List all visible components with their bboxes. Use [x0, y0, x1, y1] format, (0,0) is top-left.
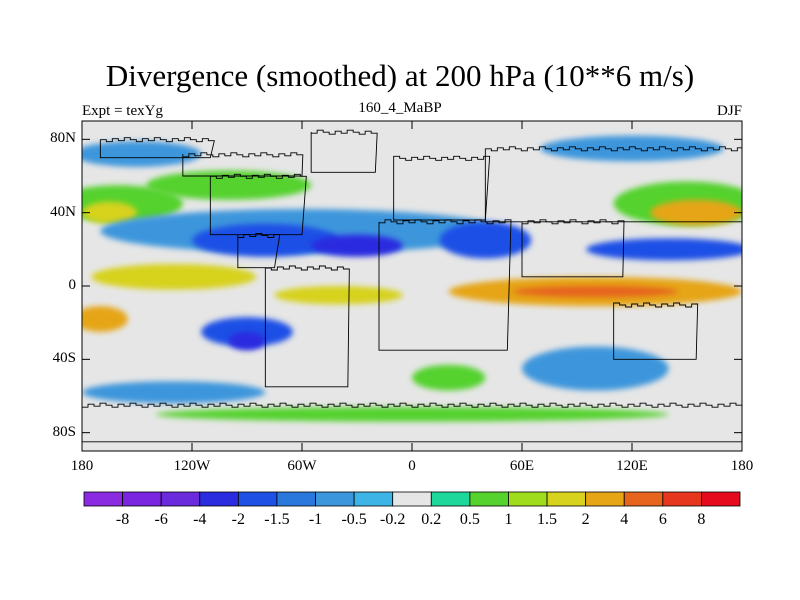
coastline-1 — [182, 152, 304, 177]
coastline-11 — [82, 402, 742, 443]
colorbar-box-10 — [469, 491, 509, 507]
x-tick-label-1: 120W — [173, 458, 211, 474]
y-tick-label-0: 80N — [50, 130, 76, 147]
x-tick-label-5: 120E — [616, 458, 648, 474]
colorbar-label-14: 6 — [658, 511, 667, 528]
colorbar-box-0 — [83, 491, 123, 507]
x-tick-label-4: 60E — [509, 458, 535, 474]
x-tick-label-3: 0 — [408, 458, 416, 474]
colorbar-box-5 — [276, 491, 316, 507]
y-tick-label-4: 80S — [52, 423, 76, 440]
colorbar-box-11 — [508, 491, 548, 507]
colorbar-label-6: -0.5 — [341, 511, 367, 528]
colorbar-box-13 — [585, 491, 625, 507]
divergence-contour-15 — [274, 286, 403, 305]
colorbar-label-15: 8 — [697, 511, 706, 528]
y-tick-label-1: 40N — [50, 203, 76, 220]
coastline-10 — [613, 302, 699, 360]
divergence-contour-12 — [91, 264, 257, 290]
divergence-contour-6 — [650, 199, 742, 226]
divergence-contour-20 — [412, 364, 486, 391]
coastline-8 — [484, 146, 742, 223]
divergence-contour-3 — [82, 201, 137, 224]
subtitle-center: 160_4_MaBP — [358, 100, 442, 116]
x-tick-label-2: 60W — [287, 458, 317, 474]
colorbar-label-7: -0.2 — [380, 511, 406, 528]
colorbar-label-9: 0.5 — [459, 511, 480, 528]
colorbar-label-8: 0.2 — [421, 511, 442, 528]
x-tick-label-0: 180 — [70, 458, 94, 474]
divergence-contour-8 — [192, 223, 339, 257]
colorbar-label-10: 1 — [504, 511, 513, 528]
colorbar-label-11: 1.5 — [537, 511, 558, 528]
colorbar-label-5: -1 — [308, 511, 323, 528]
coastline-2 — [209, 173, 307, 236]
divergence-field — [82, 129, 742, 443]
divergence-contour-16 — [82, 306, 128, 332]
coastline-9 — [521, 219, 625, 278]
divergence-contour-21 — [82, 381, 266, 404]
colorbar-label-0: -8 — [115, 511, 130, 528]
divergence-contour-14 — [512, 286, 678, 297]
colorbar-box-2 — [160, 491, 201, 507]
subtitle-right: DJF — [716, 103, 742, 119]
y-tick-label-2: 0 — [68, 277, 77, 293]
colorbar-box-8 — [392, 491, 432, 507]
coastline-3 — [237, 233, 281, 269]
divergence-contour-0 — [82, 141, 202, 167]
colorbar-label-1: -6 — [154, 511, 168, 528]
plot-title: Divergence (smoothed) at 200 hPa (10**6 … — [105, 58, 695, 93]
colorbar-box-15 — [662, 491, 702, 507]
colorbar-box-6 — [315, 491, 355, 507]
colorbar-label-12: 2 — [581, 511, 590, 528]
subtitle-left: Expt = texYg — [82, 103, 163, 119]
divergence-contour-19 — [522, 346, 669, 391]
colorbar-box-14 — [623, 491, 664, 507]
colorbar-label-4: -1.5 — [264, 511, 290, 528]
colorbar-label-13: 4 — [620, 511, 629, 528]
divergence-contour-10 — [311, 234, 403, 257]
divergence-contour-18 — [228, 331, 266, 351]
y-tick-label-3: 40S — [52, 350, 76, 367]
divergence-contour-11 — [586, 238, 742, 261]
coastline-6 — [393, 155, 491, 221]
coastline-5 — [310, 129, 378, 173]
divergence-contour-4 — [146, 170, 312, 200]
colorbar-box-9 — [430, 491, 471, 507]
x-tick-label-6: 180 — [730, 458, 754, 474]
divergence-contour-1 — [540, 135, 724, 162]
coastline-0 — [99, 137, 215, 159]
colorbar-label-2: -4 — [193, 511, 207, 528]
colorbar-box-16 — [701, 491, 741, 507]
coastline-4 — [264, 265, 350, 388]
colorbar-box-4 — [237, 491, 278, 507]
colorbar-box-1 — [122, 491, 162, 507]
colorbar-label-3: -2 — [231, 511, 245, 528]
coastline-7 — [378, 219, 512, 351]
colorbar-box-12 — [546, 491, 587, 507]
colorbar-box-3 — [199, 491, 239, 507]
divergence-contour-9 — [439, 221, 532, 259]
colorbar-box-7 — [353, 491, 394, 507]
divergence-contour-22 — [155, 407, 669, 422]
